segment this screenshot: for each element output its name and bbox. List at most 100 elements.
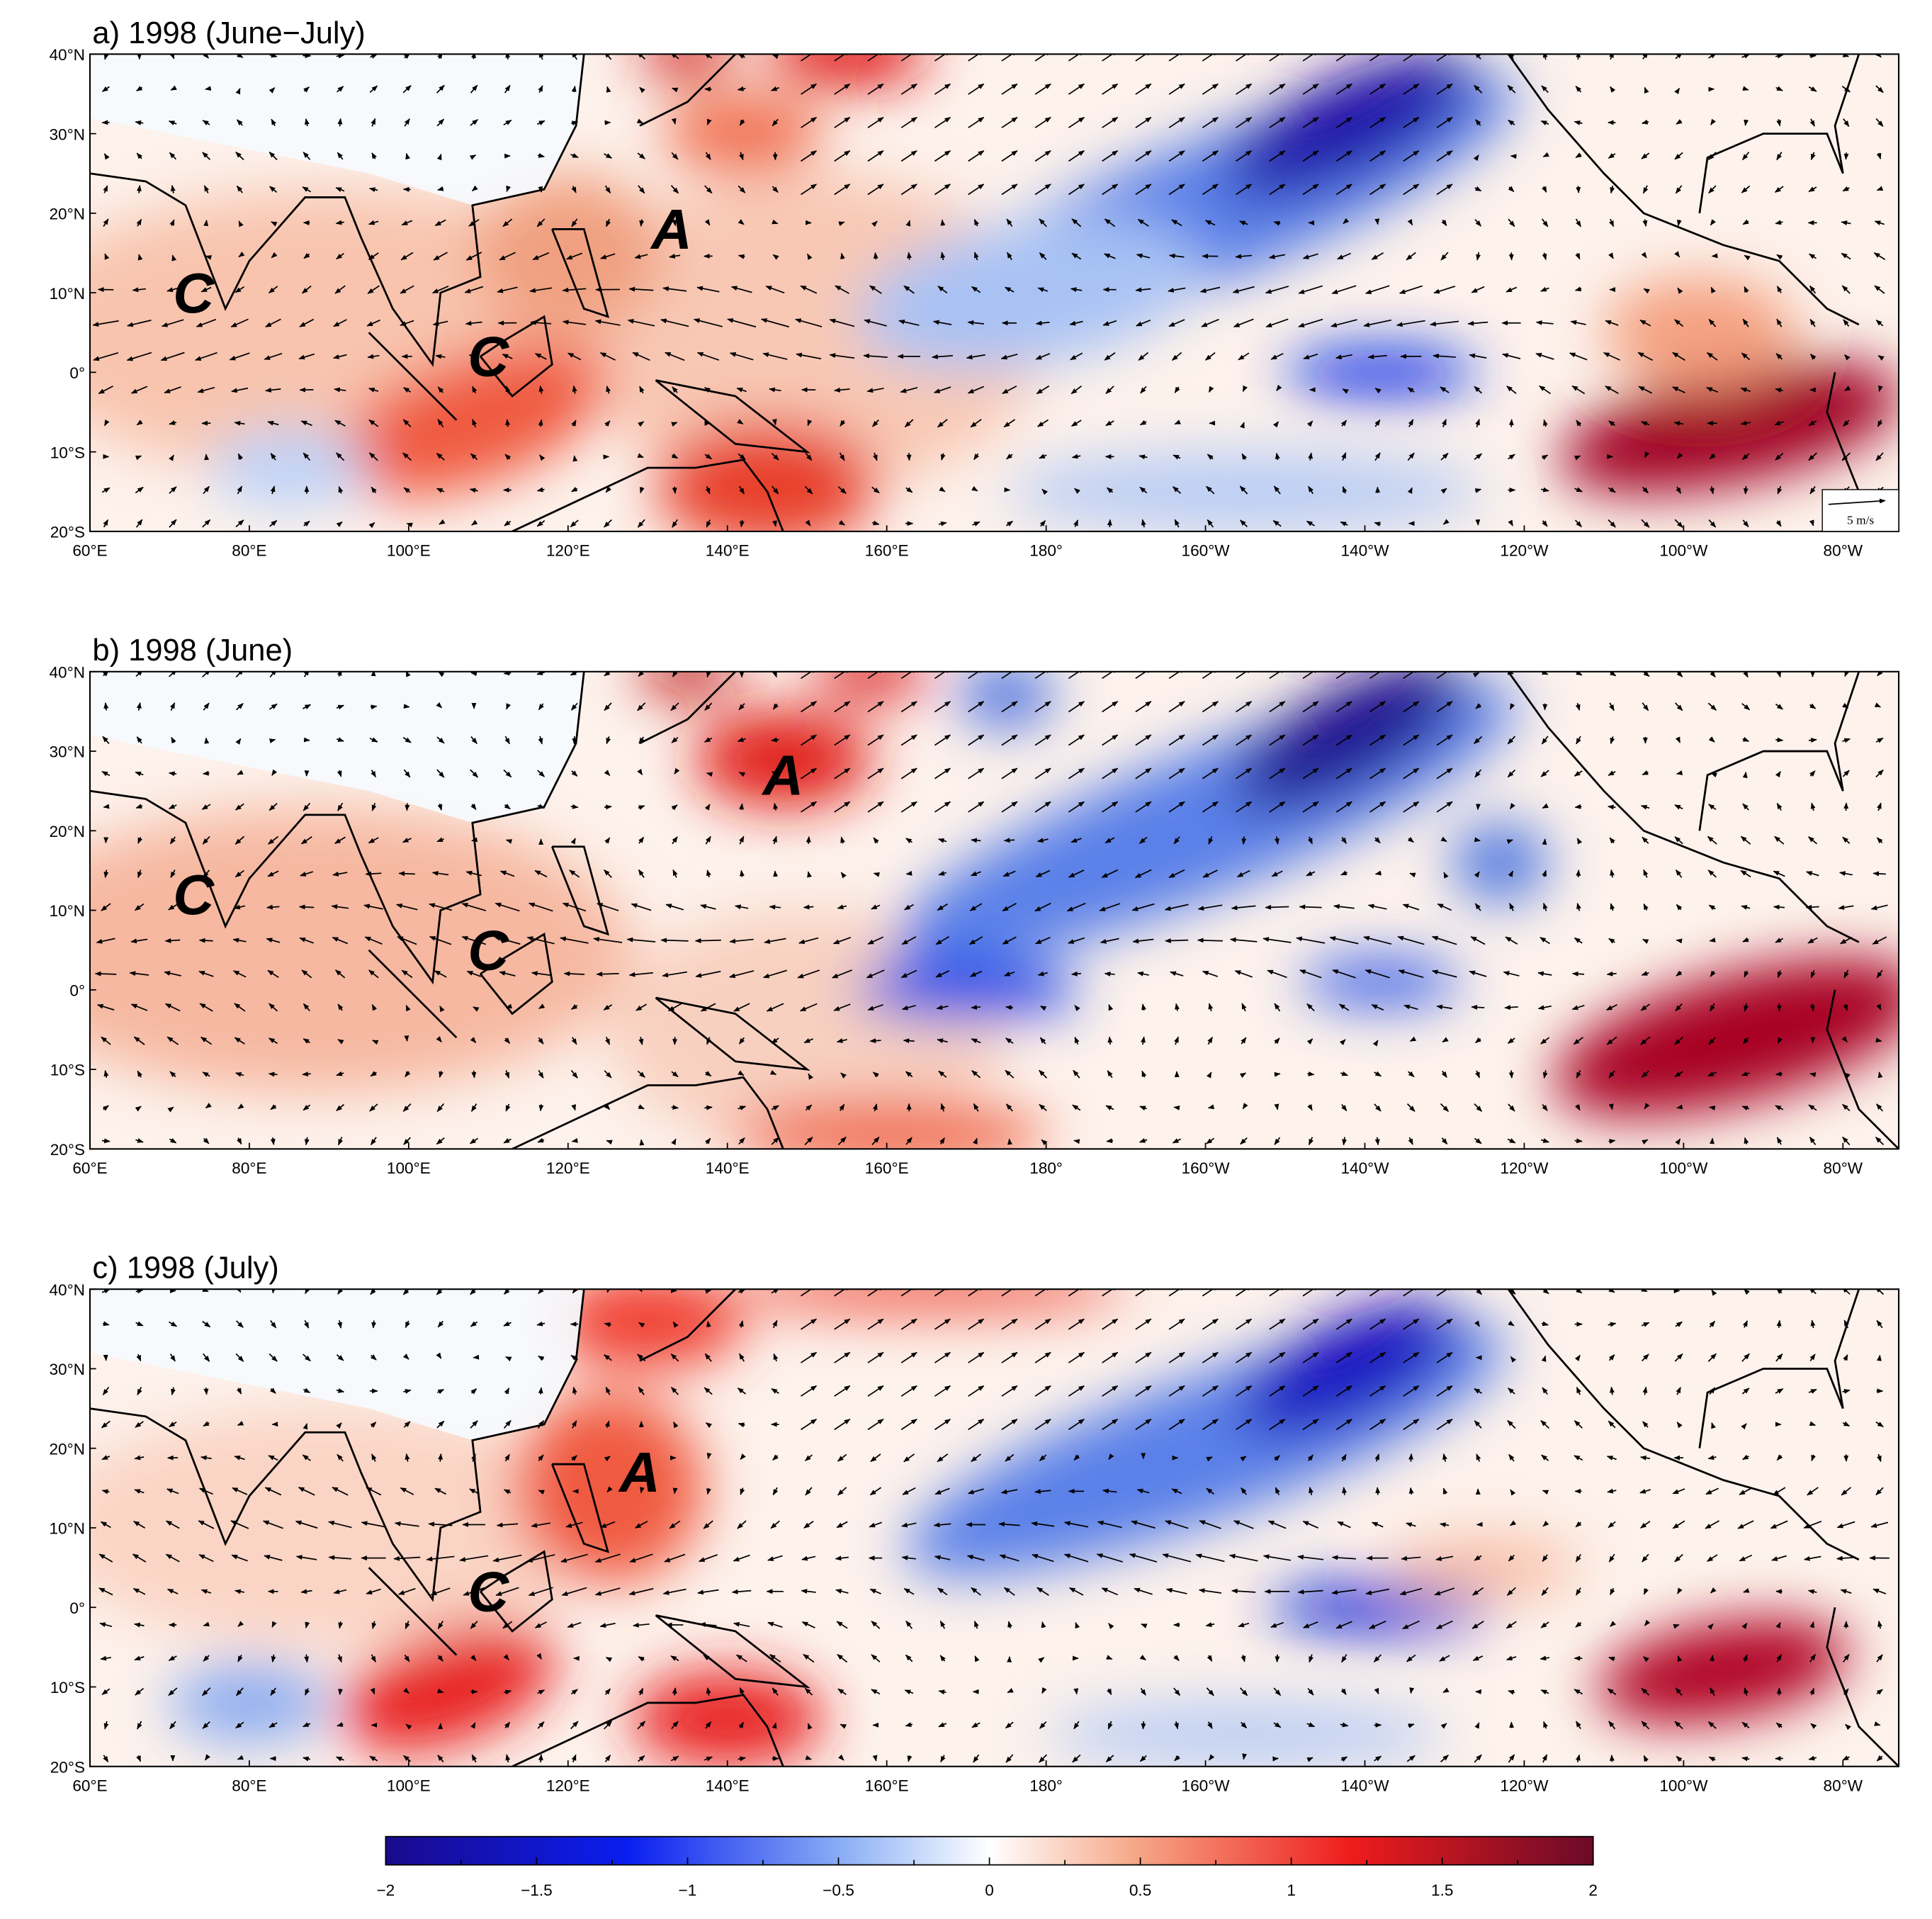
wind-arrow <box>471 54 476 60</box>
wind-arrow <box>1207 1104 1215 1110</box>
wind-arrow <box>600 253 616 259</box>
wind-arrow <box>662 286 687 292</box>
wind-arrow <box>638 421 645 427</box>
wind-arrow <box>1168 319 1185 327</box>
wind-arrow <box>605 486 612 493</box>
wind-arrow <box>103 804 110 809</box>
x-tick-label: 140°E <box>706 1777 750 1794</box>
wind-arrow <box>1269 116 1286 128</box>
wind-arrow <box>1308 485 1314 495</box>
wind-arrow <box>1001 54 1018 62</box>
wind-arrow <box>1335 150 1352 162</box>
wind-arrow <box>1168 54 1185 62</box>
wind-arrow <box>404 118 410 127</box>
wind-arrow <box>435 354 446 359</box>
wind-arrow <box>1003 419 1016 428</box>
x-tick-label: 140°W <box>1340 1777 1389 1794</box>
wind-arrow <box>570 153 579 158</box>
y-tick-label: 10°N <box>50 902 86 920</box>
wind-arrow <box>371 486 377 494</box>
x-tick-label: 140°W <box>1340 542 1389 560</box>
wind-arrow <box>1302 150 1319 162</box>
wind-arrow <box>1775 737 1784 743</box>
wind-arrow <box>1272 519 1282 527</box>
wind-arrow <box>871 486 880 494</box>
wind-arrow <box>934 83 951 95</box>
wind-arrow <box>1173 1105 1180 1110</box>
wind-arrow <box>1709 938 1716 942</box>
region-label: C <box>173 863 215 926</box>
wind-arrow <box>170 85 177 91</box>
wind-arrow <box>872 520 880 526</box>
wind-arrow <box>1141 519 1146 528</box>
wind-arrow <box>136 420 143 426</box>
wind-arrow <box>765 286 785 294</box>
wind-arrow <box>502 218 513 227</box>
wind-arrow <box>1171 351 1182 361</box>
wind-arrow <box>92 320 119 327</box>
y-tick-label: 40°N <box>50 1281 86 1299</box>
y-tick-label: 20°N <box>50 1440 86 1458</box>
wind-arrow <box>1335 54 1352 62</box>
wind-arrow <box>1574 804 1582 809</box>
colorbar-tick-label: −2 <box>376 1881 395 1899</box>
wind-arrow <box>103 420 110 427</box>
wind-arrow <box>1034 83 1051 95</box>
wind-arrow <box>1676 770 1683 775</box>
wind-arrow <box>1135 54 1152 62</box>
x-tick-label: 80°E <box>232 1159 266 1177</box>
wind-arrow <box>566 252 583 260</box>
wind-arrow <box>801 184 818 196</box>
wind-arrow <box>1070 287 1083 293</box>
wind-arrow <box>337 152 344 160</box>
wind-arrow <box>1039 252 1047 260</box>
wind-arrow <box>1374 522 1381 527</box>
wind-arrow <box>1168 150 1185 162</box>
wind-arrow <box>669 254 681 259</box>
wind-arrow <box>438 1453 444 1462</box>
wind-arrow <box>367 354 380 359</box>
wind-arrow <box>1207 454 1214 460</box>
wind-arrow <box>536 519 546 527</box>
wind-arrow <box>706 772 713 777</box>
wind-arrow <box>170 184 176 193</box>
wind-arrow <box>335 187 345 192</box>
wind-arrow <box>672 486 677 495</box>
wind-arrow <box>1034 184 1051 196</box>
wind-arrow <box>800 285 818 294</box>
wind-arrow <box>1342 485 1348 494</box>
wind-arrow <box>236 185 243 193</box>
wind-arrow <box>303 152 311 160</box>
wind-arrow <box>132 287 146 293</box>
wind-arrow <box>1275 452 1280 461</box>
wind-arrow <box>127 319 152 327</box>
wind-arrow <box>567 352 582 361</box>
wind-arrow <box>465 320 482 326</box>
anomaly-blob <box>472 173 664 333</box>
wind-arrow <box>1367 354 1387 359</box>
wind-arrow <box>905 870 913 876</box>
wind-arrow <box>298 904 315 910</box>
colorbar: −2 −1.5 −1 −0.5 0 0.5 1 1.5 2 <box>376 1835 1598 1899</box>
wind-arrow <box>1001 150 1018 162</box>
wind-arrow <box>1843 802 1849 811</box>
wind-arrow <box>900 150 917 162</box>
wind-arrow <box>738 254 745 259</box>
anomaly-blob <box>854 957 1078 1022</box>
wind-arrow <box>606 386 611 394</box>
wind-arrow <box>829 353 855 359</box>
wind-arrow <box>372 1040 379 1045</box>
wind-arrow <box>671 453 679 459</box>
wind-arrow <box>773 870 779 877</box>
x-tick-label: 60°E <box>72 1777 107 1794</box>
wind-arrow <box>1269 150 1286 162</box>
wind-arrow <box>271 118 276 126</box>
wind-arrow <box>628 286 654 292</box>
wind-arrow <box>269 54 278 58</box>
wind-arrow <box>660 318 689 327</box>
y-tick-label: 10°S <box>50 444 85 461</box>
wind-arrow <box>634 254 648 259</box>
wind-arrow <box>402 85 412 94</box>
wind-arrow <box>1241 836 1247 845</box>
